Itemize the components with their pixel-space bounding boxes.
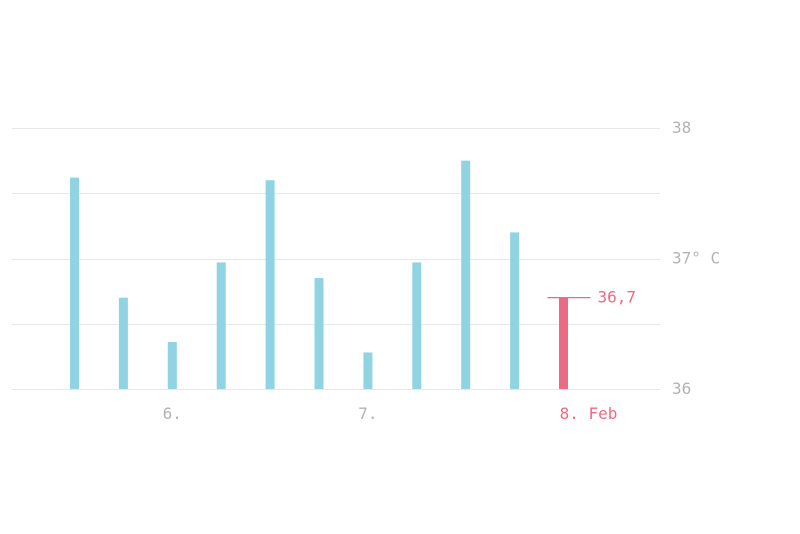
bar: [363, 352, 373, 389]
x-tick-label: 8. Feb: [560, 404, 618, 423]
y-tick-label: 38: [672, 118, 691, 137]
x-tick-label: 6.: [163, 404, 182, 423]
bar: [412, 262, 422, 389]
x-axis-ticks: 6. 7. 8. Feb: [163, 404, 618, 423]
bar: [216, 262, 226, 389]
x-tick-label: 7.: [358, 404, 377, 423]
bar: [461, 160, 471, 389]
bar-highlighted: [559, 297, 568, 389]
bar: [265, 180, 275, 389]
y-axis-ticks: 38 37° C 36: [672, 118, 720, 398]
highlight-value-label: 36,7: [598, 288, 637, 307]
bar: [70, 177, 79, 389]
bar: [167, 342, 177, 389]
y-tick-label: 37° C: [672, 249, 720, 268]
bar: [118, 297, 128, 389]
highlight-callout: 36,7: [547, 288, 637, 307]
bars: [70, 160, 568, 389]
y-tick-label: 36: [672, 379, 691, 398]
bar: [314, 278, 324, 389]
bar: [510, 232, 520, 389]
